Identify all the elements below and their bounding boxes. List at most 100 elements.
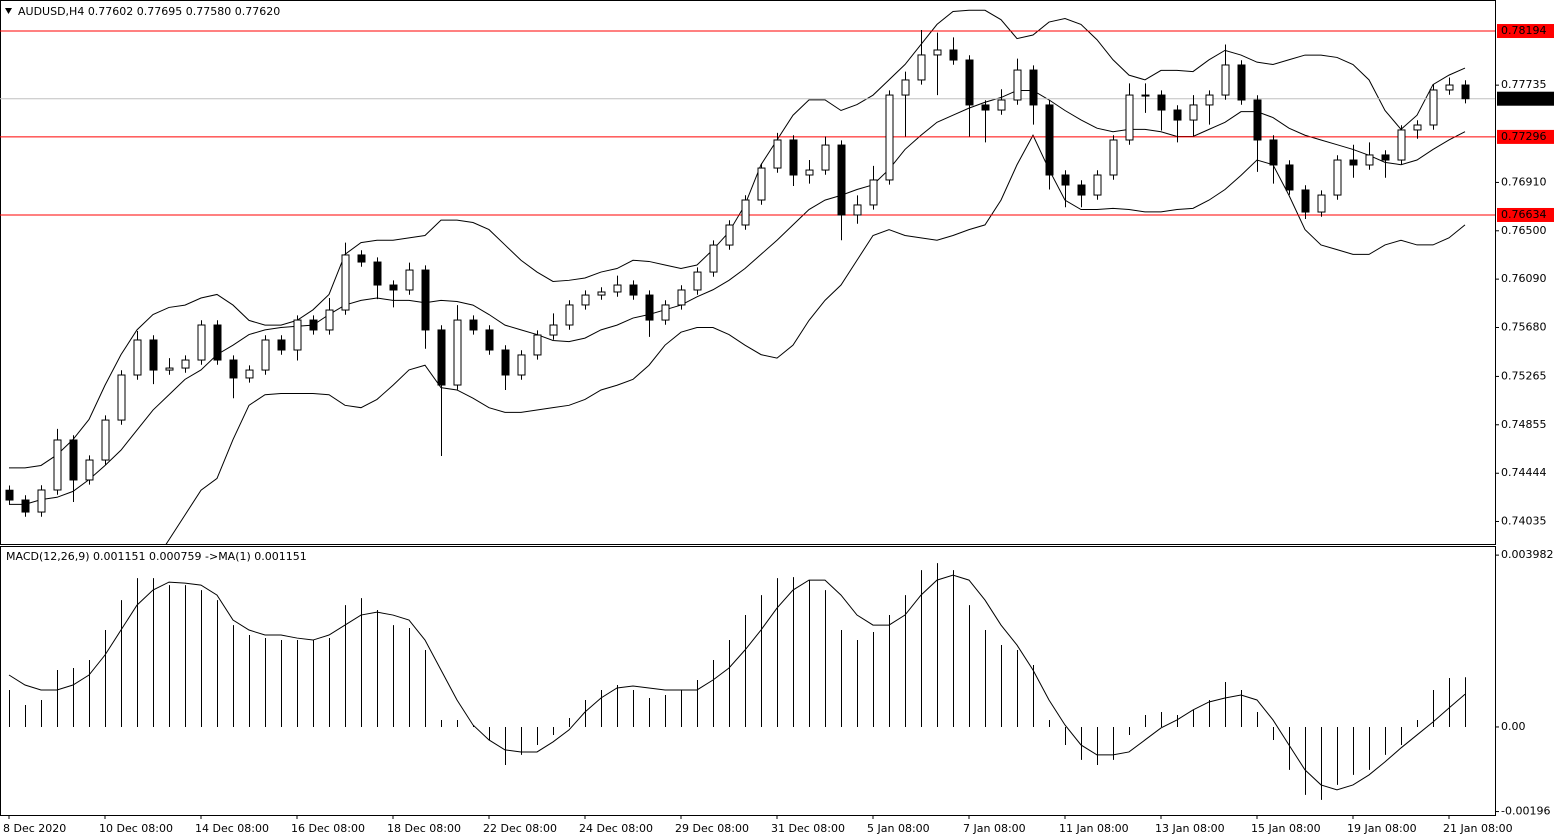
- candle-body: [1381, 154, 1390, 161]
- candle-body: [517, 354, 526, 376]
- macd-pane-frame: [0, 546, 1496, 816]
- candle-body: [837, 144, 846, 216]
- candle-body: [1301, 189, 1310, 213]
- candle-body: [37, 489, 46, 513]
- x-tick-label: 19 Jan 08:00: [1347, 822, 1417, 835]
- candle-body: [165, 367, 174, 371]
- x-tick-label: 7 Jan 08:00: [963, 822, 1026, 835]
- candle-body: [853, 204, 862, 216]
- y-tick-label: 0.003982: [1501, 548, 1554, 561]
- candle-body: [1445, 84, 1454, 91]
- candle-body: [325, 309, 334, 331]
- signal-line: [8, 574, 1466, 791]
- candle-body: [5, 489, 14, 501]
- price-plot: [0, 9, 1495, 544]
- y-tick-label: 0.74855: [1501, 418, 1547, 431]
- candle-body: [1205, 94, 1214, 106]
- candle-body: [1333, 159, 1342, 196]
- band-lower: [165, 134, 1466, 544]
- x-tick-label: 21 Jan 08:00: [1443, 822, 1513, 835]
- candle-body: [661, 304, 670, 321]
- candle-body: [645, 294, 654, 321]
- candle-body: [53, 439, 62, 491]
- y-tick-label: 0.76090: [1501, 272, 1547, 285]
- candle-body: [1221, 64, 1230, 96]
- candle-body: [933, 49, 942, 56]
- candle-body: [821, 144, 830, 171]
- candle-body: [997, 99, 1006, 111]
- x-tick-label: 10 Dec 08:00: [99, 822, 173, 835]
- candle-body: [869, 179, 878, 206]
- x-tick-label: 15 Jan 08:00: [1251, 822, 1321, 835]
- candle-body: [741, 199, 750, 226]
- candle-body: [1029, 69, 1038, 106]
- candle-body: [245, 369, 254, 379]
- candle-body: [21, 499, 30, 513]
- chart-title: AUDUSD,H4 0.77602 0.77695 0.77580 0.7762…: [18, 5, 280, 18]
- candle-body: [1285, 164, 1294, 191]
- collapse-arrow[interactable]: [5, 8, 12, 14]
- candle-body: [773, 139, 782, 169]
- candle-body: [485, 329, 494, 351]
- level-label: 0.78194: [1501, 24, 1547, 37]
- candle-body: [949, 49, 958, 61]
- candle-body: [405, 269, 414, 291]
- y-tick-label: 0.75265: [1501, 369, 1547, 382]
- candle-body: [1365, 154, 1374, 166]
- x-tick-label: 31 Dec 08:00: [771, 822, 845, 835]
- y-tick-label: 0.74444: [1501, 466, 1547, 479]
- candle-body: [1077, 184, 1086, 196]
- level-label-box: [1497, 24, 1554, 39]
- candle-body: [117, 374, 126, 421]
- candle-body: [101, 419, 110, 461]
- macd-plot: [8, 563, 1466, 800]
- x-tick-label: 13 Jan 08:00: [1155, 822, 1225, 835]
- candle-body: [1413, 124, 1422, 131]
- candle-body: [725, 224, 734, 246]
- candle-body: [1125, 94, 1134, 141]
- candle-body: [421, 269, 430, 331]
- x-tick-label: 22 Dec 08:00: [483, 822, 557, 835]
- level-label: 0.77296: [1501, 130, 1547, 143]
- candle-body: [293, 319, 302, 351]
- level-label-box: [1497, 207, 1554, 222]
- candle-body: [965, 59, 974, 106]
- candle-body: [549, 324, 558, 336]
- candle-body: [597, 291, 606, 296]
- last-price-box: [1497, 91, 1554, 106]
- candle-body: [261, 339, 270, 371]
- candle-body: [1253, 99, 1262, 141]
- candle-body: [341, 254, 350, 311]
- candle-body: [1109, 139, 1118, 176]
- candle-body: [453, 319, 462, 386]
- candle-body: [1061, 174, 1070, 186]
- price-pane-frame: [0, 0, 1496, 545]
- candle-body: [277, 339, 286, 351]
- candle-body: [1237, 64, 1246, 101]
- candle-body: [693, 271, 702, 291]
- x-tick-label: 18 Dec 08:00: [387, 822, 461, 835]
- candle-body: [501, 349, 510, 376]
- candle-body: [917, 54, 926, 81]
- candle-body: [757, 167, 766, 201]
- y-tick-label: -0.00196: [1501, 805, 1550, 818]
- candle-body: [1349, 159, 1358, 166]
- band-middle: [9, 89, 1466, 505]
- candle-body: [1429, 89, 1438, 126]
- y-tick-label: 0.00: [1501, 720, 1526, 733]
- candle-body: [197, 324, 206, 361]
- candle-body: [357, 254, 366, 263]
- candle-body: [1189, 104, 1198, 121]
- candle-body: [629, 284, 638, 296]
- y-tick-label: 0.76910: [1501, 175, 1547, 188]
- candle-body: [1173, 109, 1182, 121]
- y-tick-label: 0.76500: [1501, 224, 1547, 237]
- level-label: 0.76634: [1501, 208, 1547, 221]
- candle-body: [1317, 194, 1326, 213]
- last-price-label: 0.77620: [1501, 92, 1547, 105]
- candle-body: [981, 104, 990, 111]
- candle-body: [1141, 94, 1150, 97]
- candle-body: [613, 284, 622, 293]
- candle-body: [309, 319, 318, 331]
- candle-body: [1013, 69, 1022, 101]
